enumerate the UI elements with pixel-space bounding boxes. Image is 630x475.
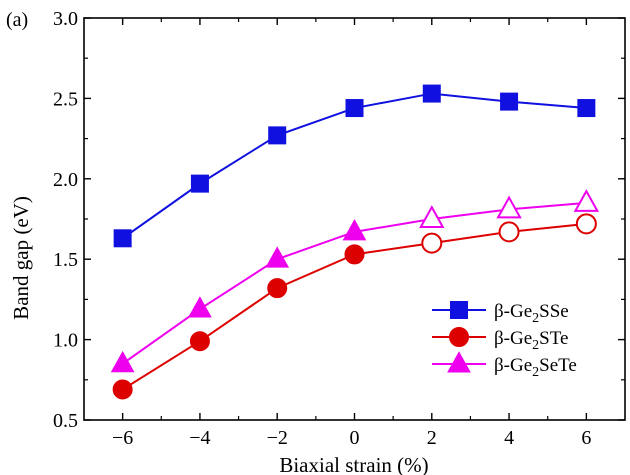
- data-point: [189, 331, 210, 352]
- x-tick-label: −2: [267, 427, 288, 449]
- y-axis-label: Band gap (eV): [9, 196, 33, 320]
- panel-label: (a): [6, 9, 28, 31]
- data-point: [190, 174, 209, 193]
- data-point: [577, 99, 596, 118]
- y-tick-label: 2.5: [53, 88, 78, 110]
- axes: −6 −4 −2 0 2 4 6 0.5 1.0 1.5 2.0 2.5 3.0: [53, 8, 626, 449]
- data-point: [267, 278, 288, 299]
- legend-entry-3: β-Ge2SeTe: [432, 351, 577, 380]
- data-point: [345, 99, 364, 118]
- legend-marker: [449, 327, 469, 347]
- series-1: [113, 84, 596, 248]
- legend-entry-1: β-Ge2SSe: [432, 301, 569, 326]
- x-tick-label: −6: [112, 427, 133, 449]
- y-tick-label: 0.5: [53, 410, 78, 432]
- x-tick-label: 4: [504, 427, 514, 449]
- legend-marker: [447, 351, 471, 373]
- data-point: [573, 189, 600, 212]
- y-tick-label: 2.0: [53, 169, 78, 191]
- x-axis-label: Biaxial strain (%): [279, 453, 428, 475]
- legend-label: β-Ge2SeTe: [494, 355, 577, 380]
- x-tick-label: 2: [427, 427, 437, 449]
- x-tick-label: 6: [581, 427, 591, 449]
- x-tick-label: 0: [350, 427, 360, 449]
- x-tick-label: −4: [189, 427, 210, 449]
- data-point: [500, 92, 519, 111]
- data-point: [112, 379, 133, 400]
- data-point: [419, 205, 445, 228]
- data-point: [422, 84, 441, 103]
- data-point: [342, 219, 367, 241]
- legend-label: β-Ge2SSe: [494, 301, 569, 326]
- y-tick-label: 3.0: [53, 8, 78, 30]
- data-point: [496, 195, 522, 219]
- data-point: [113, 229, 132, 248]
- y-tick-label: 1.0: [53, 330, 78, 352]
- series-3: [110, 189, 600, 373]
- data-point: [265, 246, 290, 268]
- data-point: [188, 296, 212, 318]
- data-point: [575, 213, 597, 235]
- data-point: [110, 350, 135, 373]
- legend-label: β-Ge2STe: [494, 328, 568, 353]
- legend-entry-2: β-Ge2STe: [432, 327, 568, 353]
- data-point: [268, 126, 287, 145]
- legend-marker: [450, 301, 468, 319]
- series-2: [112, 213, 597, 400]
- data-point: [344, 244, 365, 265]
- data-point: [421, 232, 443, 254]
- series-layer: [110, 84, 600, 400]
- y-tick-label: 1.5: [53, 249, 78, 271]
- data-point: [498, 221, 520, 243]
